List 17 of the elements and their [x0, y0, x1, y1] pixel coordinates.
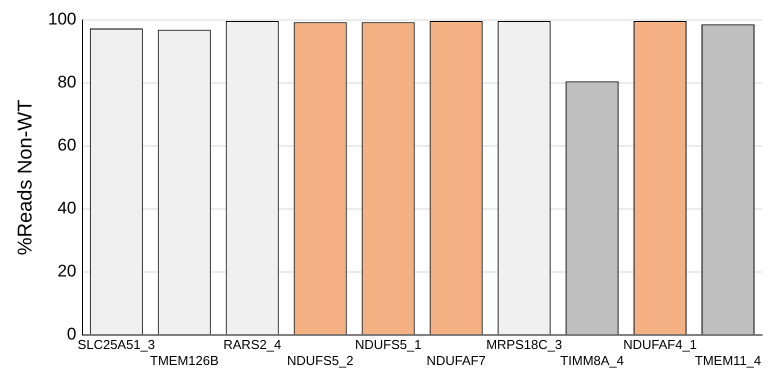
x-tick-label: NDUFS5_1 [354, 337, 422, 352]
x-tick-label: MRPS18C_3 [486, 337, 562, 352]
x-tick-label: TIMM8A_4 [560, 352, 624, 368]
x-tick-label: NDUFAF4_1 [623, 337, 697, 352]
y-tick-label: 100 [48, 10, 76, 29]
y-axis-title: %Reads Non-WT [14, 100, 37, 256]
x-tick-label: RARS2_4 [223, 337, 282, 352]
x-tick-label: TMEM11_4 [694, 352, 762, 368]
x-tick-label: NDUFS5_2 [287, 352, 354, 368]
x-tick-label: NDUFAF7 [426, 352, 486, 368]
x-tick-label: SLC25A51_3 [78, 337, 156, 352]
y-tick-label: 40 [57, 198, 76, 218]
x-tick-label: TMEM126B [150, 352, 219, 368]
y-tick-label: 80 [57, 72, 76, 92]
y-tick-label: 20 [57, 262, 76, 281]
y-tick-label: 0 [66, 324, 76, 344]
y-tick-label: 60 [57, 136, 76, 155]
